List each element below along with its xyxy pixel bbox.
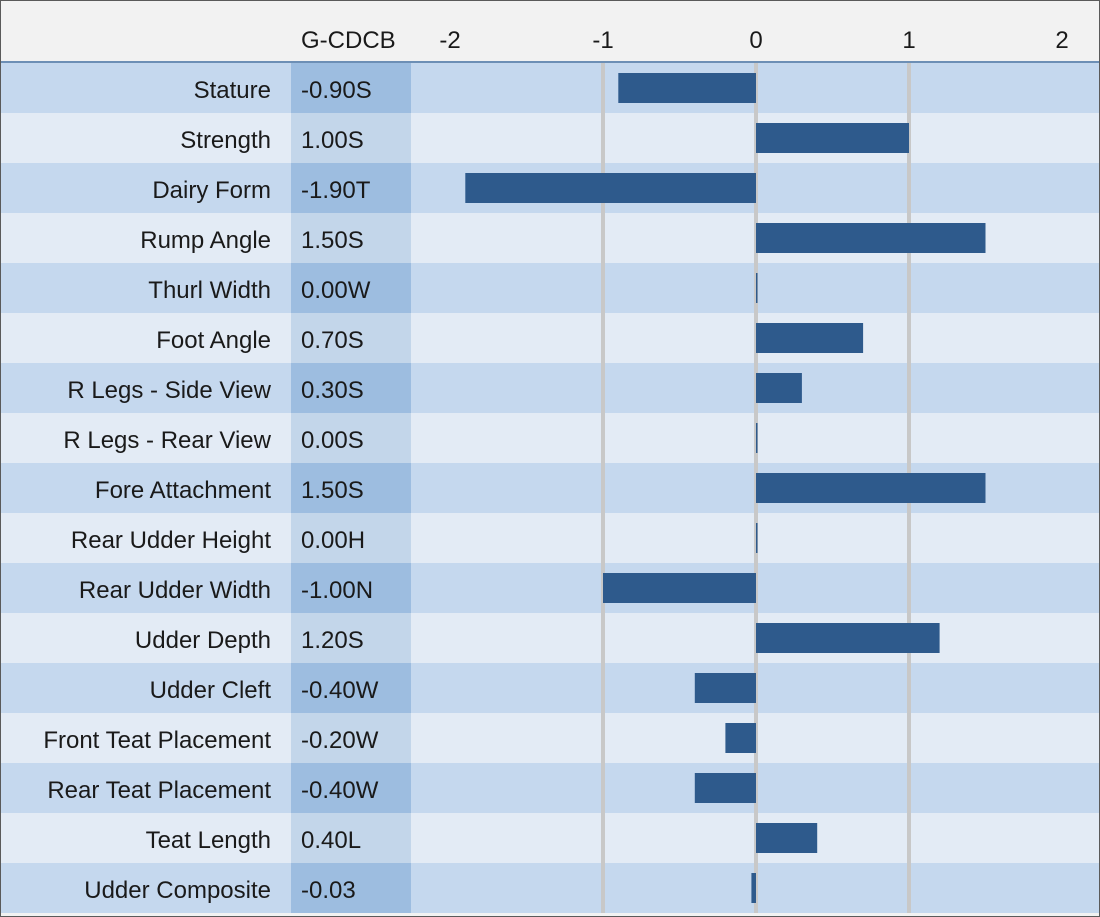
trait-label: Strength <box>180 127 271 154</box>
trait-row: Foot Angle 0.70S <box>1 313 1099 363</box>
trait-row: Udder Depth 1.20S <box>1 613 1099 663</box>
x-tick-label: 1 <box>902 27 916 54</box>
trait-label: Udder Composite <box>84 877 271 904</box>
trait-value-label: -1.90T <box>291 163 411 213</box>
trait-label: Fore Attachment <box>94 477 271 504</box>
trait-label: Foot Angle <box>156 327 271 354</box>
trait-label: Stature <box>193 77 271 104</box>
trait-value-label: -0.40W <box>291 763 411 813</box>
trait-value-label: 0.00H <box>291 513 411 563</box>
trait-row: Front Teat Placement -0.20W <box>1 713 1099 763</box>
trait-value-label: 0.00S <box>291 413 411 463</box>
trait-label: Teat Length <box>145 827 271 854</box>
trait-label: R Legs - Side View <box>67 377 271 404</box>
trait-row: Strength 1.00S <box>1 113 1099 163</box>
trait-value-label: -0.40W <box>291 663 411 713</box>
trait-row: Thurl Width 0.00W <box>1 263 1099 313</box>
trait-value-label: -0.90S <box>291 63 411 113</box>
trait-label: Dairy Form <box>152 177 271 204</box>
trait-value-label: 1.50S <box>291 463 411 513</box>
x-tick-label: -1 <box>592 27 614 54</box>
trait-value-label: 1.00S <box>291 113 411 163</box>
trait-row: Rump Angle 1.50S <box>1 213 1099 263</box>
trait-row: Udder Cleft -0.40W <box>1 663 1099 713</box>
trait-value-label: 0.70S <box>291 313 411 363</box>
trait-label: Udder Cleft <box>149 677 271 704</box>
column-header-gcdcb: G-CDCB <box>301 27 396 54</box>
trait-value-label: -0.20W <box>291 713 411 763</box>
trait-label: Udder Depth <box>134 627 271 654</box>
trait-label: Rear Teat Placement <box>47 777 271 804</box>
x-tick-label: -2 <box>439 27 461 54</box>
x-tick-label: 0 <box>749 27 763 54</box>
trait-row: Udder Composite -0.03 <box>1 863 1099 913</box>
trait-label: R Legs - Rear View <box>63 427 271 454</box>
trait-row: Rear Teat Placement -0.40W <box>1 763 1099 813</box>
trait-value-label: 1.20S <box>291 613 411 663</box>
trait-row: Stature -0.90S <box>1 63 1099 113</box>
chart-header: G-CDCB -2 -1 0 1 2 <box>1 1 1099 63</box>
trait-value-label: 0.40L <box>291 813 411 863</box>
trait-value-label: -0.03 <box>291 863 411 913</box>
trait-label: Front Teat Placement <box>43 727 271 754</box>
trait-value-label: 1.50S <box>291 213 411 263</box>
trait-label: Thurl Width <box>148 277 271 304</box>
trait-row: R Legs - Side View 0.30S <box>1 363 1099 413</box>
x-tick-label: 2 <box>1055 27 1069 54</box>
trait-row: Fore Attachment 1.50S <box>1 463 1099 513</box>
trait-row: R Legs - Rear View 0.00S <box>1 413 1099 463</box>
trait-label: Rear Udder Width <box>78 577 271 604</box>
trait-label: Rear Udder Height <box>70 527 271 554</box>
trait-row: Dairy Form -1.90T <box>1 163 1099 213</box>
trait-row: Teat Length 0.40L <box>1 813 1099 863</box>
trait-value-label: 0.00W <box>291 263 411 313</box>
trait-label: Rump Angle <box>140 227 271 254</box>
trait-row: Rear Udder Height 0.00H <box>1 513 1099 563</box>
trait-value-label: -1.00N <box>291 563 411 613</box>
trait-value-label: 0.30S <box>291 363 411 413</box>
trait-row: Rear Udder Width -1.00N <box>1 563 1099 613</box>
